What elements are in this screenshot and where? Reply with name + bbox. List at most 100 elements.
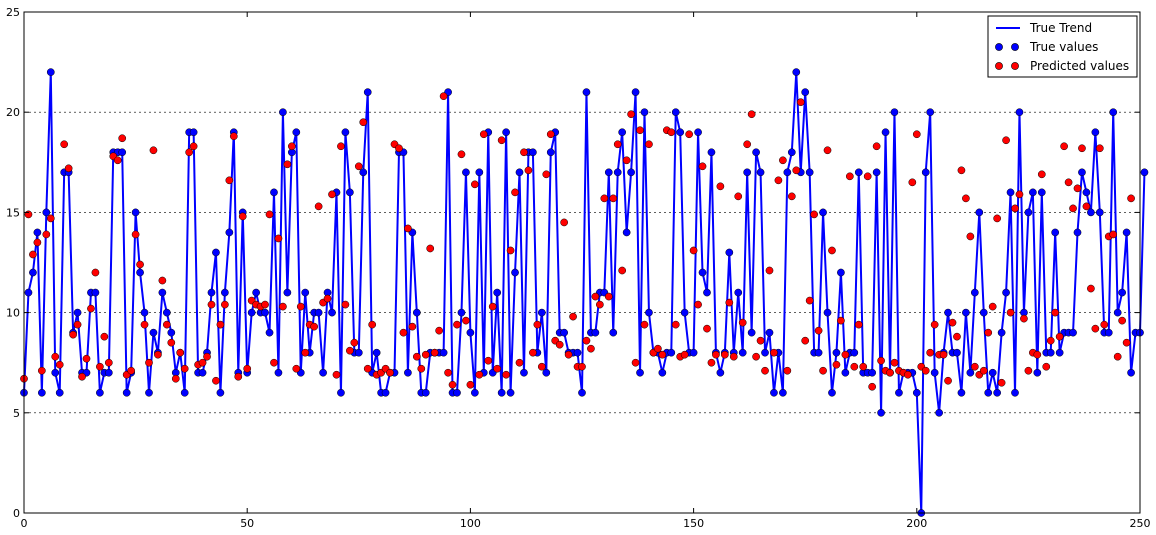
predicted-value-point xyxy=(609,194,618,203)
predicted-value-point xyxy=(658,350,667,359)
predicted-value-point xyxy=(46,214,55,223)
predicted-value-point xyxy=(421,350,430,359)
legend-label-predicted-values: Predicted values xyxy=(1030,59,1129,73)
predicted-value-point xyxy=(886,368,894,377)
predicted-value-point xyxy=(979,366,988,375)
predicted-value-point xyxy=(1002,136,1010,145)
true-value-point xyxy=(591,328,600,337)
predicted-value-point xyxy=(328,190,336,199)
true-value-point xyxy=(546,148,555,157)
true-value-point xyxy=(618,128,627,137)
predicted-value-point xyxy=(1055,332,1064,341)
predicted-value-point xyxy=(953,332,961,341)
true-value-point xyxy=(216,388,225,397)
predicted-value-point xyxy=(520,148,528,157)
predicted-value-point xyxy=(805,296,814,305)
predicted-value-point xyxy=(359,118,368,127)
true-value-point xyxy=(515,168,524,177)
true-value-point xyxy=(658,368,667,377)
predicted-value-point xyxy=(631,358,640,367)
predicted-value-point xyxy=(997,378,1006,387)
predicted-value-point xyxy=(113,156,122,165)
predicted-value-point xyxy=(743,140,752,149)
predicted-value-point xyxy=(350,338,359,347)
true-value-point xyxy=(341,128,350,137)
predicted-value-point xyxy=(91,268,100,277)
true-value-point xyxy=(506,388,515,397)
true-value-point xyxy=(837,268,845,277)
true-value-point xyxy=(537,308,546,317)
predicted-value-point xyxy=(234,372,243,381)
predicted-value-point xyxy=(600,194,609,203)
true-value-point xyxy=(814,348,823,357)
true-value-point xyxy=(935,408,943,417)
true-value-point xyxy=(613,168,622,177)
true-value-point xyxy=(765,328,774,337)
predicted-value-point xyxy=(680,350,689,359)
true-value-point xyxy=(261,308,269,317)
predicted-value-point xyxy=(87,304,95,313)
true-value-point xyxy=(180,388,189,397)
true-value-point xyxy=(676,128,685,137)
predicted-value-point xyxy=(439,92,448,101)
predicted-value-point xyxy=(346,346,354,355)
true-value-point xyxy=(51,368,60,377)
predicted-value-point xyxy=(729,352,738,361)
predicted-value-point xyxy=(890,358,899,367)
predicted-value-point xyxy=(712,350,720,359)
predicted-value-point xyxy=(1020,314,1028,323)
predicted-value-point xyxy=(203,352,211,361)
predicted-value-point xyxy=(314,202,323,211)
predicted-value-point xyxy=(582,336,591,345)
true-value-point xyxy=(462,168,470,177)
predicted-value-point xyxy=(720,350,729,359)
true-value-point xyxy=(1104,328,1113,337)
predicted-value-point xyxy=(506,246,515,255)
predicted-value-point xyxy=(587,344,595,353)
true-value-point xyxy=(319,368,327,377)
true-value-point xyxy=(805,168,814,177)
true-value-point xyxy=(328,308,336,317)
y-tick-label: 20 xyxy=(6,106,20,119)
predicted-value-point xyxy=(64,164,73,173)
legend-label-true-values: True values xyxy=(1029,40,1098,54)
predicted-value-point xyxy=(560,218,568,227)
predicted-value-point xyxy=(823,146,832,155)
predicted-value-point xyxy=(78,372,86,381)
true-value-point xyxy=(877,408,885,417)
x-tick-label: 0 xyxy=(21,517,28,530)
true-value-point xyxy=(457,308,466,317)
predicted-value-point xyxy=(689,246,698,255)
predicted-value-point xyxy=(738,318,747,327)
predicted-value-point xyxy=(939,350,948,359)
predicted-value-point xyxy=(787,192,796,201)
true-value-point xyxy=(944,308,952,317)
true-value-point xyxy=(520,368,528,377)
predicted-value-point xyxy=(368,320,377,329)
true-value-point xyxy=(73,308,82,317)
true-value-point xyxy=(868,368,877,377)
predicted-value-point xyxy=(926,348,935,357)
predicted-value-point xyxy=(654,344,662,353)
true-value-point xyxy=(1122,228,1131,237)
y-tick-label: 5 xyxy=(13,407,20,420)
predicted-values-markers xyxy=(20,92,1135,391)
true-value-point xyxy=(1015,108,1024,117)
true-value-point xyxy=(314,308,323,317)
predicted-value-point xyxy=(854,320,863,329)
predicted-value-point xyxy=(832,360,841,369)
true-value-point xyxy=(212,248,220,257)
true-value-point xyxy=(502,128,510,137)
predicted-value-point xyxy=(645,140,653,149)
true-value-point xyxy=(279,108,287,117)
predicted-value-point xyxy=(274,234,283,243)
predicted-value-point xyxy=(238,212,247,221)
predicted-value-point xyxy=(604,292,613,301)
predicted-value-point xyxy=(921,366,930,375)
true-value-point xyxy=(828,388,836,397)
predicted-value-point xyxy=(149,146,158,155)
predicted-value-point xyxy=(988,302,997,311)
true-value-point xyxy=(979,308,988,317)
true-value-point xyxy=(1087,208,1095,217)
true-value-point xyxy=(1033,368,1042,377)
